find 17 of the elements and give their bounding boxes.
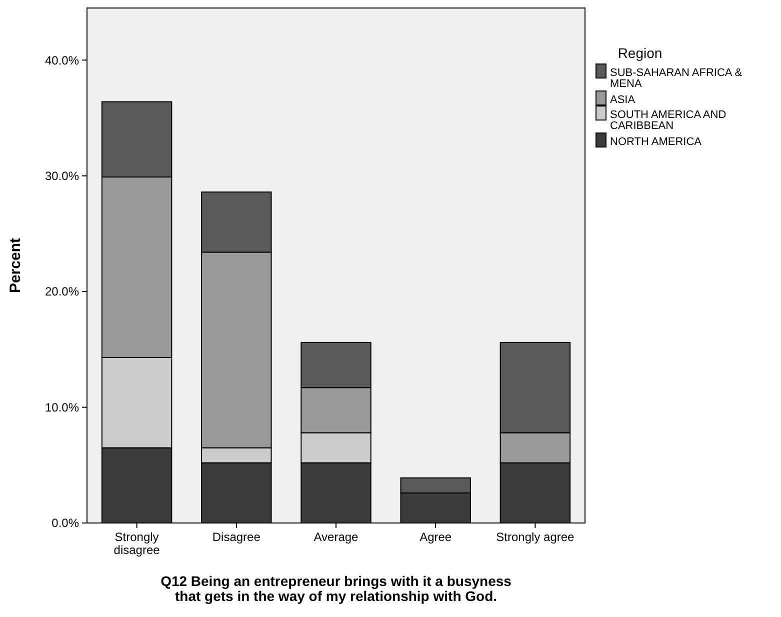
legend-title: Region: [618, 45, 662, 61]
x-axis-title: Q12 Being an entrepreneur brings with it a busyness that gets in the way of my relationship with God.: [160, 573, 512, 604]
x-tick-label: Average: [314, 530, 359, 544]
legend-label: SUB-SAHARAN AFRICA & MENA: [610, 66, 743, 90]
y-tick-label: 0.0%: [52, 516, 80, 530]
y-tick-label: 20.0%: [44, 284, 80, 299]
y-axis-title: Percent: [7, 238, 24, 294]
x-tick-label: Agree: [420, 530, 452, 544]
x-tick-label: Strongly agree: [496, 530, 575, 544]
y-tick-label: 40.0%: [44, 53, 80, 68]
legend-label: ASIA: [610, 94, 636, 106]
legend-label: SOUTH AMERICA AND CARIBBEAN: [610, 108, 726, 132]
y-tick-label: 10.0%: [44, 400, 80, 414]
y-tick-label: 30.0%: [44, 169, 80, 184]
legend-label: NORTH AMERICA: [610, 136, 702, 148]
x-tick-label: Strongly disagree: [114, 530, 160, 557]
x-tick-label: Disagree: [212, 530, 261, 544]
